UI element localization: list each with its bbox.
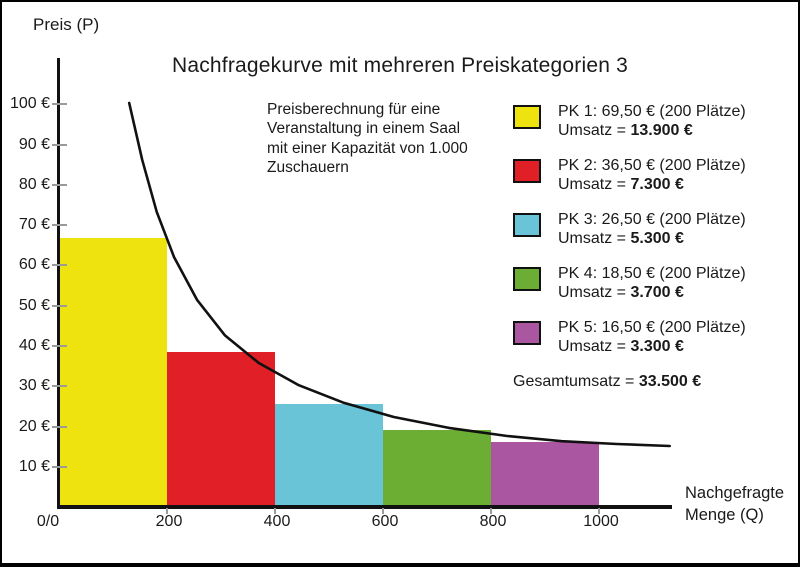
annotation-line: mit einer Kapazität von 1.000 xyxy=(267,139,468,157)
legend-item-label: PK 2: 36,50 € (200 Plätze) xyxy=(558,157,746,174)
x-axis-title-line1: Nachgefragte xyxy=(685,484,785,502)
legend-item-label: PK 1: 69,50 € (200 Plätze) xyxy=(558,103,746,120)
x-tick-label: 0/0 xyxy=(36,513,60,530)
legend-item-text: PK 5: 16,50 € (200 Plätze) Umsatz = 3.300… xyxy=(558,318,746,356)
legend-item-pk-2: PK 2: 36,50 € (200 Plätze) Umsatz = 7.300… xyxy=(513,156,746,194)
chart-title: Nachfragekurve mit mehreren Preiskategor… xyxy=(171,54,629,77)
y-tick-label: 10 € xyxy=(18,457,50,475)
legend-item-umsatz: Umsatz = 3.700 € xyxy=(558,284,684,301)
legend-item-pk-5: PK 5: 16,50 € (200 Plätze) Umsatz = 3.300… xyxy=(513,318,746,356)
x-tick-mark xyxy=(490,508,492,514)
bar-pk-1 xyxy=(59,238,167,508)
legend-item-text: PK 4: 18,50 € (200 Plätze) Umsatz = 3.700… xyxy=(558,264,746,302)
legend-swatch-icon xyxy=(513,213,541,237)
y-tick-label: 20 € xyxy=(18,417,50,435)
legend-swatch-icon xyxy=(513,159,541,183)
y-tick-mark xyxy=(52,465,67,468)
legend-item-pk-1: PK 1: 69,50 € (200 Plätze) Umsatz = 13.90… xyxy=(513,102,746,140)
annotation-line: Preisberechnung für eine xyxy=(267,101,441,118)
annotation-line: Zuschauern xyxy=(267,159,349,177)
x-tick-mark xyxy=(166,508,168,514)
legend-item-pk-4: PK 4: 18,50 € (200 Plätze) Umsatz = 3.700… xyxy=(513,264,746,302)
annotation-text: Preisberechnung für eine Veranstaltung in… xyxy=(267,100,468,178)
y-tick-mark xyxy=(52,385,67,388)
y-tick-mark xyxy=(52,425,67,428)
y-tick-label: 100 € xyxy=(9,95,50,113)
legend-item-umsatz: Umsatz = 3.300 € xyxy=(558,338,684,355)
y-tick-label: 90 € xyxy=(18,135,50,153)
x-tick-label: 600 xyxy=(371,513,399,530)
y-tick-mark xyxy=(52,103,67,106)
y-tick-mark xyxy=(52,224,67,227)
x-axis-line xyxy=(57,505,672,509)
bar-pk-5 xyxy=(491,441,599,508)
bar-pk-3 xyxy=(275,404,383,508)
y-tick-label: 80 € xyxy=(18,175,50,193)
x-tick-label: 800 xyxy=(479,513,507,530)
legend-item-text: PK 2: 36,50 € (200 Plätze) Umsatz = 7.300… xyxy=(558,156,746,194)
y-tick-label: 70 € xyxy=(18,216,50,234)
legend-item-text: PK 1: 69,50 € (200 Plätze) Umsatz = 13.90… xyxy=(558,102,746,140)
y-tick-label: 60 € xyxy=(18,256,50,274)
legend-item-label: PK 3: 26,50 € (200 Plätze) xyxy=(558,211,746,228)
legend-item-umsatz: Umsatz = 13.900 € xyxy=(558,122,693,139)
legend-swatch-icon xyxy=(513,105,541,129)
y-tick-label: 50 € xyxy=(18,296,50,314)
legend-total: Gesamtumsatz = 33.500 € xyxy=(513,373,702,390)
x-tick-mark xyxy=(274,508,276,514)
x-tick-label: 400 xyxy=(263,513,291,530)
y-axis-title: Preis (P) xyxy=(33,15,100,34)
y-tick-mark xyxy=(52,264,67,267)
legend-item-umsatz: Umsatz = 5.300 € xyxy=(558,230,684,247)
legend: PK 1: 69,50 € (200 Plätze) Umsatz = 13.90… xyxy=(513,102,746,391)
annotation-line: Veranstaltung in einem Saal xyxy=(267,120,461,138)
legend-swatch-icon xyxy=(513,321,541,345)
y-tick-mark xyxy=(52,345,67,348)
x-axis-title-line2: Menge (Q) xyxy=(685,506,764,524)
bar-pk-2 xyxy=(167,352,275,508)
legend-item-label: PK 5: 16,50 € (200 Plätze) xyxy=(558,319,746,336)
x-tick-label: 200 xyxy=(155,513,183,530)
y-tick-mark xyxy=(52,304,67,307)
x-axis-title: Nachgefragte Menge (Q) xyxy=(685,482,784,526)
y-axis-line xyxy=(57,58,60,508)
y-tick-mark xyxy=(52,183,67,186)
y-tick-label: 40 € xyxy=(18,337,50,355)
legend-item-pk-3: PK 3: 26,50 € (200 Plätze) Umsatz = 5.300… xyxy=(513,210,746,248)
legend-item-text: PK 3: 26,50 € (200 Plätze) Umsatz = 5.300… xyxy=(558,210,746,248)
y-tick-label: 30 € xyxy=(18,377,50,395)
x-tick-label: 1000 xyxy=(583,513,619,530)
x-tick-mark xyxy=(598,508,600,514)
x-tick-mark xyxy=(382,508,384,514)
bar-pk-4 xyxy=(383,429,491,508)
y-tick-mark xyxy=(52,143,67,146)
legend-item-umsatz: Umsatz = 7.300 € xyxy=(558,176,684,193)
legend-swatch-icon xyxy=(513,267,541,291)
legend-item-label: PK 4: 18,50 € (200 Plätze) xyxy=(558,265,746,282)
